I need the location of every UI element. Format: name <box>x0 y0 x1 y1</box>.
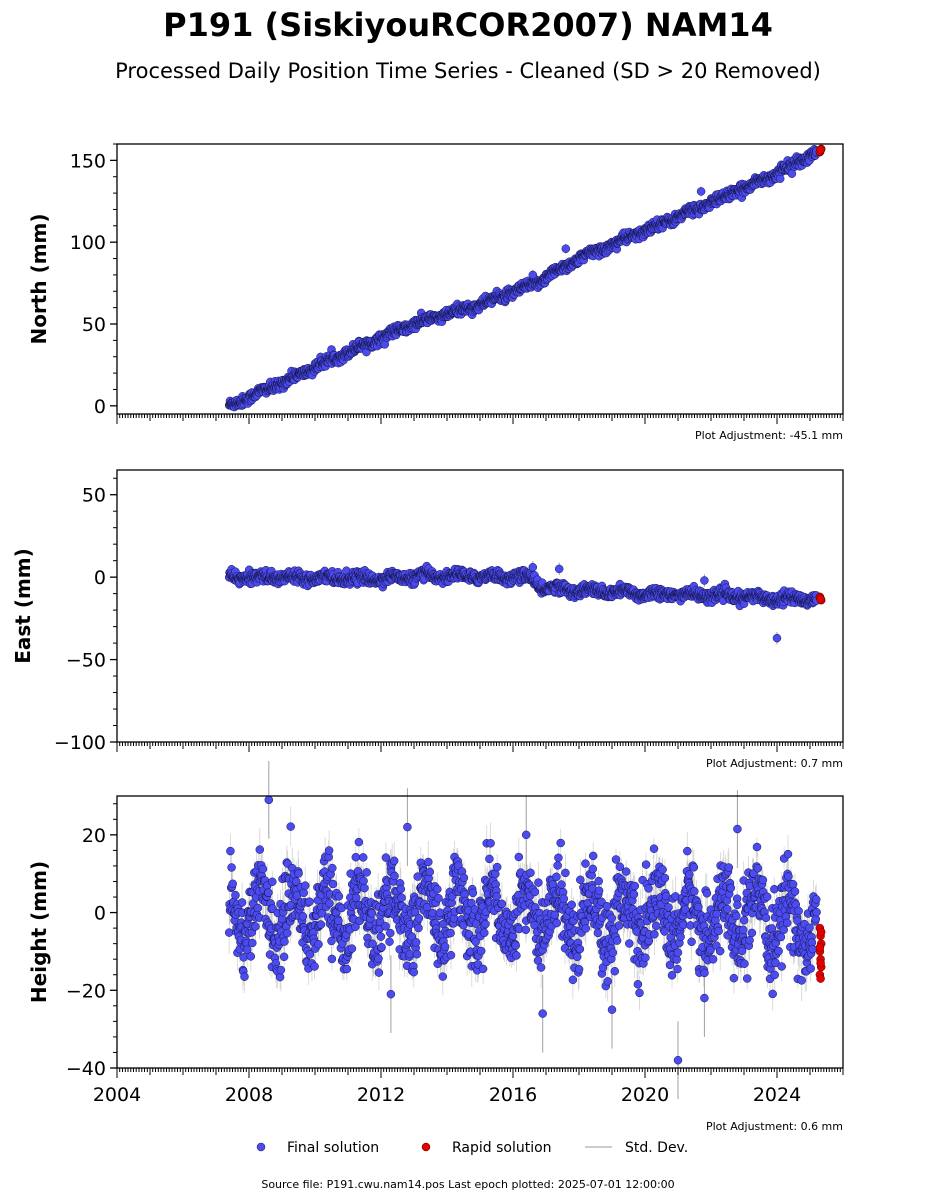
north-panel: 0 50 100 150 North (mm) Plot Adjustment: -4… <box>27 144 843 442</box>
final-solution-outlier <box>697 187 705 195</box>
north-axis-label: North (mm) <box>27 213 51 344</box>
chart-title: P191 (SiskiyouRCOR2007) NAM14 <box>163 6 773 44</box>
y-tick-label: 50 <box>82 314 106 336</box>
north-plot-adjustment: Plot Adjustment: -45.1 mm <box>695 429 843 442</box>
y-tick-label: 150 <box>70 150 106 172</box>
rapid-solution-point <box>817 146 825 154</box>
chart-subtitle: Processed Daily Position Time Series - C… <box>115 59 821 83</box>
final-solution-outlier <box>529 271 537 279</box>
plot-frame <box>117 144 843 414</box>
final-solution-outlier <box>562 245 570 253</box>
y-tick-label: 100 <box>70 232 106 254</box>
y-tick-label: 0 <box>94 396 106 418</box>
